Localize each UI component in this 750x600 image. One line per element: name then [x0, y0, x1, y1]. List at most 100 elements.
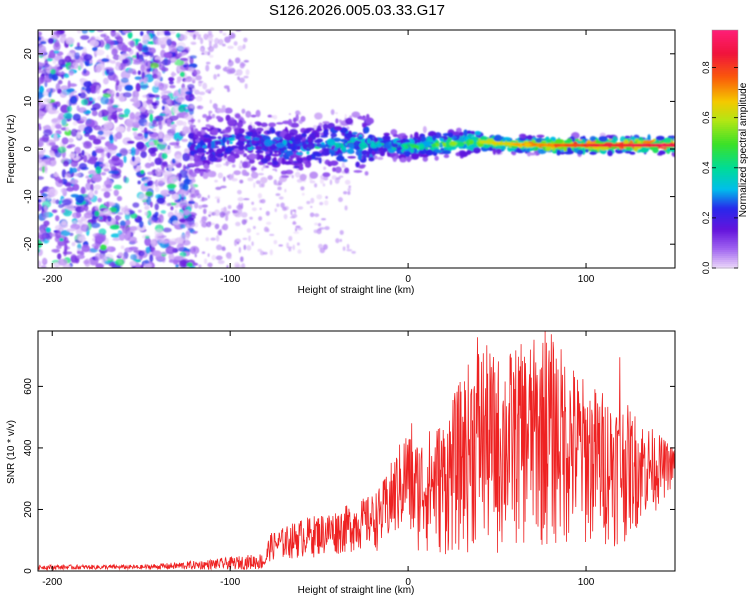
- spectrogram-cell: [131, 102, 140, 107]
- spectrogram-cell: [132, 61, 142, 65]
- spectrogram-cell: [431, 135, 437, 141]
- spectrogram-cell: [129, 112, 135, 121]
- spectrogram-cell: [142, 94, 149, 98]
- spectrogram-cell: [358, 152, 363, 161]
- spectrogram-cell: [447, 132, 454, 138]
- spectrogram-cell: [494, 134, 502, 142]
- colorbar-cell: [712, 214, 738, 218]
- spectrogram-cell: [292, 117, 297, 123]
- spectrogram-cell: [233, 41, 238, 46]
- spectrogram-cell: [64, 240, 70, 244]
- spectrogram-cell: [409, 147, 415, 154]
- spectrogram-y-tick-label: -20: [23, 237, 34, 252]
- spectrogram-cell: [85, 182, 92, 191]
- spectrogram-cell: [325, 195, 328, 199]
- spectrogram-cell: [97, 135, 101, 139]
- spectrogram-cell: [294, 227, 298, 232]
- spectrogram-cell: [151, 216, 159, 221]
- spectrogram-cell: [489, 146, 493, 151]
- spectrogram-cell: [237, 197, 244, 202]
- colorbar-cell: [712, 123, 738, 126]
- spectrogram-cell: [151, 102, 158, 106]
- spectrogram-cell: [54, 176, 61, 182]
- spectrogram-cell: [289, 154, 295, 159]
- spectrogram-cell: [422, 140, 431, 147]
- spectrogram-cell: [221, 145, 226, 152]
- colorbar-cell: [712, 83, 738, 87]
- spectrogram-cell: [252, 125, 256, 129]
- colorbar-cell: [712, 69, 738, 73]
- spectrogram-cell: [242, 237, 248, 240]
- colorbar-cell: [712, 156, 738, 160]
- spectrogram-cell: [180, 189, 188, 198]
- spectrogram-cell: [260, 158, 269, 164]
- spectrogram-cell: [78, 107, 87, 114]
- spectrogram-cell: [64, 55, 72, 63]
- spectrogram-cell: [147, 60, 151, 69]
- spectrogram-cell: [132, 260, 136, 267]
- spectrogram-cell: [202, 145, 208, 149]
- colorbar-cell: [712, 131, 738, 134]
- spectrogram-cell: [172, 220, 180, 225]
- spectrogram-cell: [214, 179, 218, 183]
- spectrogram-cell: [69, 153, 76, 158]
- spectrogram-cell: [252, 225, 256, 230]
- spectrogram-cell: [357, 136, 363, 140]
- colorbar-cell: [712, 87, 738, 91]
- spectrogram-cell: [38, 203, 42, 212]
- spectrogram-cell: [95, 166, 102, 175]
- spectrogram-cell: [157, 138, 164, 143]
- spectrogram-cell: [300, 186, 305, 191]
- colorbar-cell: [712, 31, 738, 35]
- spectrogram-cell: [251, 207, 257, 212]
- spectrogram-cell: [163, 52, 173, 59]
- spectrogram-cell: [369, 156, 374, 161]
- spectrogram-cell: [101, 58, 110, 63]
- spectrogram-cell: [144, 235, 150, 239]
- spectrogram-cell: [319, 178, 325, 184]
- spectrogram-cell: [67, 64, 75, 70]
- spectrogram-cell: [215, 234, 220, 242]
- spectrogram-cell: [168, 252, 175, 261]
- spectrogram-cell: [439, 137, 444, 142]
- spectrogram-cell: [159, 83, 168, 92]
- spectrogram-cell: [94, 49, 105, 56]
- spectrogram-cell: [302, 156, 308, 161]
- spectrogram-cell: [412, 147, 418, 154]
- spectrogram-cell: [208, 45, 215, 53]
- spectrogram-cell: [333, 126, 343, 131]
- spectrogram-cell: [373, 155, 378, 160]
- colorbar-cell: [712, 33, 738, 37]
- spectrogram-cell: [86, 85, 91, 94]
- spectrogram-cell: [362, 123, 367, 128]
- spectrogram-cell: [95, 85, 101, 94]
- spectrogram-cell: [133, 249, 143, 254]
- snr-x-tick-label: -100: [220, 577, 240, 588]
- spectrogram-cell: [188, 163, 195, 167]
- spectrogram-cell: [546, 139, 553, 143]
- spectrogram-cell: [329, 160, 339, 166]
- spectrogram-cell: [165, 246, 176, 255]
- spectrogram-cell: [113, 184, 122, 190]
- spectrogram-cell: [188, 221, 196, 228]
- spectrogram-cell: [150, 238, 157, 248]
- spectrogram-cell: [202, 198, 206, 202]
- spectrogram-cell: [59, 91, 67, 98]
- spectrogram-cell: [403, 135, 408, 139]
- spectrogram-cell: [168, 189, 176, 195]
- spectrogram-cell: [292, 220, 296, 225]
- spectrogram-cell: [521, 134, 527, 139]
- spectrogram-cell: [99, 109, 110, 117]
- spectrogram-cell: [125, 211, 130, 215]
- spectrogram-cell: [292, 209, 296, 212]
- spectrogram-cell: [149, 201, 153, 208]
- spectrogram-cell: [240, 256, 244, 263]
- spectrogram-cell: [157, 120, 162, 126]
- spectrogram-cell: [434, 148, 440, 153]
- spectrogram-cell: [288, 235, 293, 242]
- colorbar-cell: [712, 67, 738, 71]
- spectrogram-cell: [420, 135, 426, 143]
- spectrogram-cell: [274, 208, 277, 213]
- spectrogram-cell: [108, 149, 113, 153]
- spectrogram-cell: [51, 209, 58, 213]
